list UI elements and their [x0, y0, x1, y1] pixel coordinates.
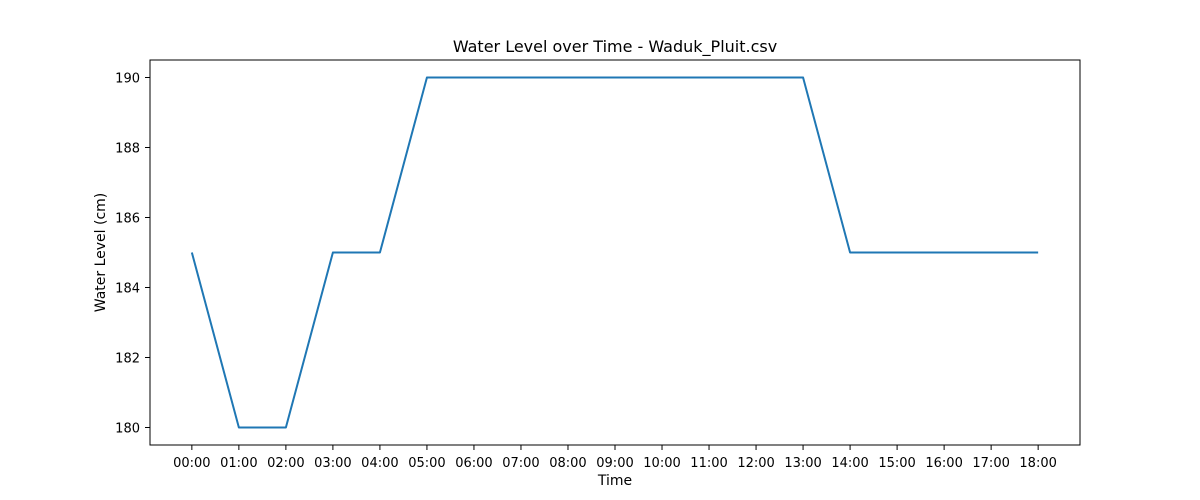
x-tick-label: 07:00: [502, 456, 539, 471]
x-tick-label: 10:00: [643, 456, 680, 471]
x-tick-label: 11:00: [690, 456, 727, 471]
x-tick-label: 09:00: [596, 456, 633, 471]
x-tick-label: 05:00: [408, 456, 445, 471]
x-tick-label: 06:00: [455, 456, 492, 471]
x-tick-label: 17:00: [972, 456, 1009, 471]
chart-title: Water Level over Time - Waduk_Pluit.csv: [453, 37, 777, 57]
series-line: [190, 76, 1039, 429]
x-tick-label: 14:00: [831, 456, 868, 471]
y-tick-label: 188: [115, 142, 140, 157]
y-tick-label: 184: [115, 282, 140, 297]
y-tick-label: 182: [115, 352, 140, 367]
series-group: [190, 76, 1039, 429]
y-tick-label: 186: [115, 212, 140, 227]
x-tick-label: 18:00: [1019, 456, 1056, 471]
x-tick-label: 08:00: [549, 456, 586, 471]
x-axis-label: Time: [597, 473, 632, 489]
x-tick-label: 00:00: [173, 456, 210, 471]
x-tick-label: 02:00: [267, 456, 304, 471]
x-axis-ticks: 00:00 01:00 02:00 03:00 04:00 05:00 06:00 07:00…: [173, 445, 1057, 471]
y-axis-ticks: 180 182 184 186 188 190: [115, 72, 150, 437]
y-tick-label: 180: [115, 422, 140, 437]
x-tick-label: 04:00: [361, 456, 398, 471]
x-tick-label: 01:00: [220, 456, 257, 471]
y-tick-label: 190: [115, 72, 140, 87]
x-tick-label: 16:00: [925, 456, 962, 471]
y-axis-label: Water Level (cm): [93, 193, 109, 313]
x-tick-label: 03:00: [314, 456, 351, 471]
x-tick-label: 13:00: [784, 456, 821, 471]
x-tick-label: 12:00: [737, 456, 774, 471]
x-tick-label: 15:00: [878, 456, 915, 471]
